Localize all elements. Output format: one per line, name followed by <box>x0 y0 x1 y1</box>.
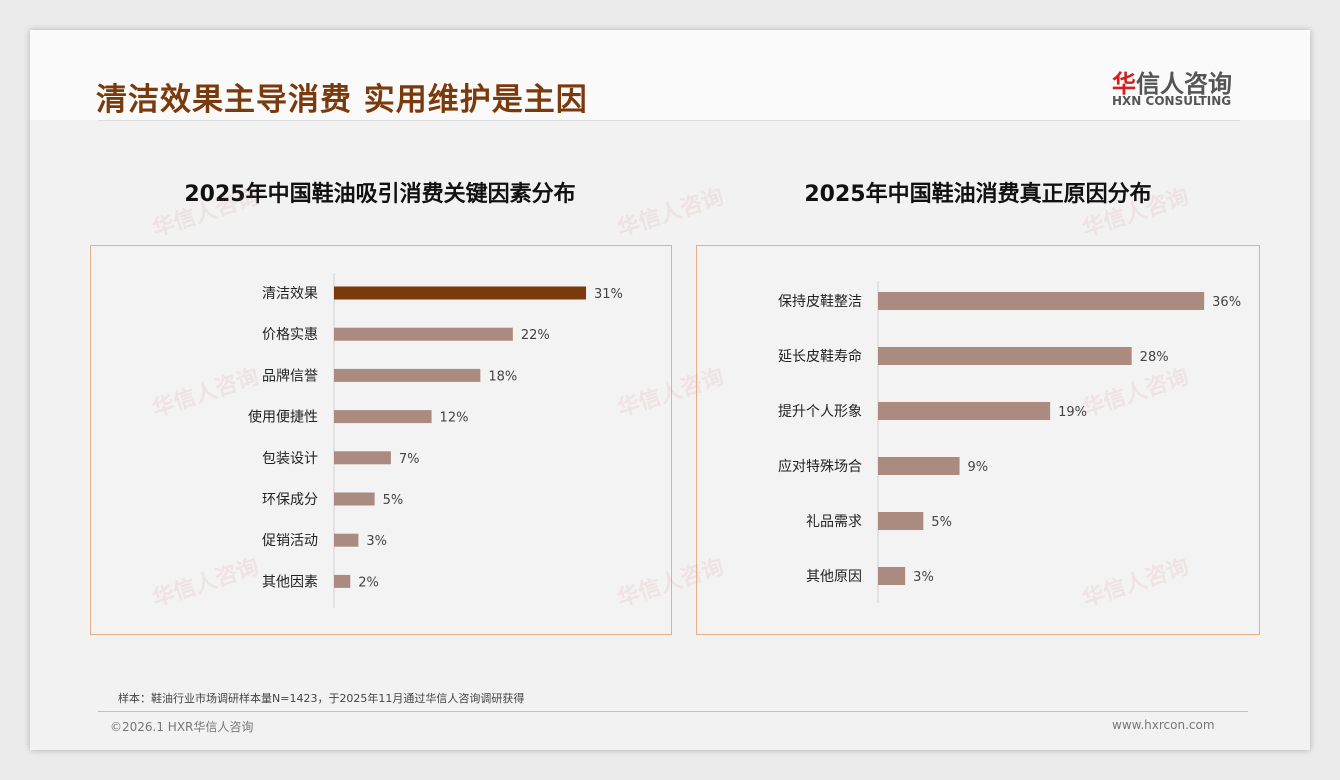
chart-panel-right: 保持皮鞋整洁 36% 延长皮鞋寿命 28% 提升个人形象 19% 应对特殊场合 9% 礼品需求 5… <box>696 245 1260 635</box>
category-label: 包装设计 <box>262 451 318 467</box>
slide: 清洁效果主导消费 实用维护是主因 华信人咨询 HXN CONSULTING 20… <box>30 30 1310 750</box>
data-label: 3% <box>366 534 387 549</box>
chart-left: 清洁效果 31% 价格实惠 22% 品牌信誉 18% 使用便捷性 12% 包装设计 7% 环保成分 5… <box>248 273 623 609</box>
logo: 华信人咨询 <box>1112 64 1232 99</box>
category-label: 其他原因 <box>806 569 862 585</box>
data-label: 5% <box>931 515 952 530</box>
category-label: 价格实惠 <box>262 327 318 343</box>
category-label: 清洁效果 <box>262 286 318 302</box>
bar <box>334 410 432 424</box>
bar <box>334 327 513 341</box>
data-label: 9% <box>968 460 989 475</box>
bar <box>334 533 359 547</box>
website-link[interactable]: www.hxrcon.com <box>1112 718 1215 732</box>
chart-title-right: 2025年中国鞋油消费真正原因分布 <box>804 182 1152 207</box>
chart-right: 保持皮鞋整洁 36% 延长皮鞋寿命 28% 提升个人形象 19% 应对特殊场合 9% 礼品需求 5… <box>778 281 1241 603</box>
category-label: 其他因素 <box>262 574 318 590</box>
bar <box>334 286 587 300</box>
bar <box>878 512 924 530</box>
data-label: 5% <box>383 493 404 508</box>
data-label: 28% <box>1140 350 1169 365</box>
data-label: 22% <box>521 328 550 343</box>
category-label: 品牌信誉 <box>262 367 318 384</box>
bar <box>334 368 481 382</box>
data-label: 19% <box>1058 405 1087 420</box>
category-label: 保持皮鞋整洁 <box>778 294 862 310</box>
logo-en: HXN CONSULTING <box>1112 94 1232 108</box>
bar <box>878 402 1051 420</box>
data-label: 2% <box>358 575 379 590</box>
chart-panel-left: 清洁效果 31% 价格实惠 22% 品牌信誉 18% 使用便捷性 12% 包装设计 7% 环保成分 5… <box>90 245 672 635</box>
bar <box>334 492 375 506</box>
category-label: 使用便捷性 <box>248 409 318 426</box>
sample-note: 样本：鞋油行业市场调研样本量N=1423，于2025年11月通过华信人咨询调研获… <box>118 692 525 705</box>
bar <box>878 347 1132 365</box>
category-label: 提升个人形象 <box>778 404 862 420</box>
data-label: 36% <box>1212 295 1241 310</box>
category-label: 促销活动 <box>262 533 318 549</box>
category-label: 礼品需求 <box>806 514 862 530</box>
data-label: 31% <box>594 287 623 302</box>
data-label: 18% <box>488 369 517 384</box>
data-label: 12% <box>440 411 469 426</box>
divider <box>98 120 1240 121</box>
category-label: 环保成分 <box>262 492 318 508</box>
bar <box>334 451 391 465</box>
bar <box>878 292 1205 310</box>
category-label: 应对特殊场合 <box>778 458 862 475</box>
bar <box>878 457 960 475</box>
copyright: ©2026.1 HXR华信人咨询 <box>110 720 254 734</box>
bar <box>334 574 351 588</box>
bar <box>878 567 906 585</box>
logo-cn: 信人咨询 <box>1136 70 1232 98</box>
category-label: 延长皮鞋寿命 <box>778 348 862 365</box>
data-label: 7% <box>399 452 420 467</box>
page-title: 清洁效果主导消费 实用维护是主因 <box>96 82 588 118</box>
chart-title-left: 2025年中国鞋油吸引消费关键因素分布 <box>184 182 576 207</box>
footer-divider <box>98 711 1248 712</box>
data-label: 3% <box>913 570 934 585</box>
header <box>30 30 1310 120</box>
logo-red: 华 <box>1112 70 1136 98</box>
